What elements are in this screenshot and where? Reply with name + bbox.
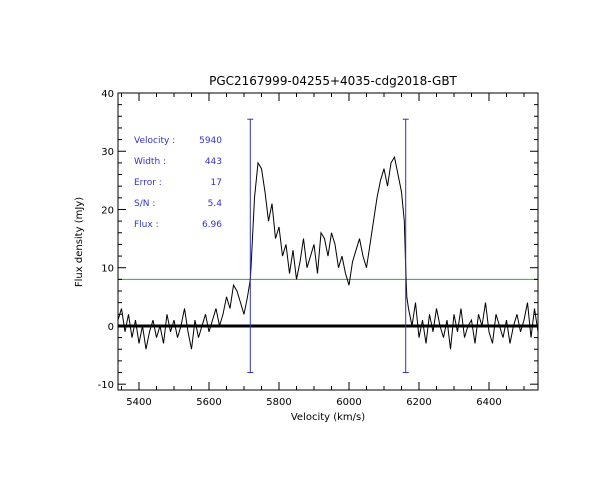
plot-area	[117, 118, 539, 374]
x-tick-label: 6400	[476, 397, 501, 408]
annotation-label: S/N :	[134, 199, 155, 209]
chart-title: PGC2167999-04255+4035-cdg2018-GBT	[209, 74, 457, 88]
y-tick-label: 0	[108, 322, 114, 333]
annotation-label: Flux :	[134, 220, 159, 230]
y-tick-label: -10	[98, 380, 114, 391]
x-tick-label: 5800	[266, 397, 291, 408]
x-tick-label: 5400	[126, 397, 151, 408]
annotation-label: Width :	[134, 157, 166, 167]
annotation-label: Error :	[134, 178, 162, 188]
x-axis-label: Velocity (km/s)	[291, 412, 365, 423]
annotation-value: 6.96	[202, 220, 222, 230]
y-tick-label: 40	[101, 89, 114, 100]
annotation-value: 5940	[199, 136, 222, 146]
y-axis-label: Flux density (mJy)	[74, 197, 85, 287]
y-tick-label: 10	[101, 264, 114, 275]
annotation-value: 17	[211, 178, 222, 188]
annotation-value: 5.4	[208, 199, 223, 209]
annotation-value: 443	[205, 157, 222, 167]
plot-frame	[117, 92, 539, 391]
spectrum-line	[117, 155, 539, 350]
x-tick-label: 6200	[406, 397, 431, 408]
x-tick-label: 6000	[336, 397, 361, 408]
annotation-panel: Velocity : 5940 Width : 443 Error : 17 S/N : 5.…	[134, 136, 222, 230]
y-tick-label: 30	[101, 147, 114, 158]
y-tick-label: 20	[101, 205, 114, 216]
annotation-label: Velocity :	[134, 136, 175, 146]
x-tick-label: 5600	[196, 397, 221, 408]
axis-ticks: 5400 5600 5800 6000 6200 6400 -10 0 10 20 30 40	[98, 89, 538, 408]
